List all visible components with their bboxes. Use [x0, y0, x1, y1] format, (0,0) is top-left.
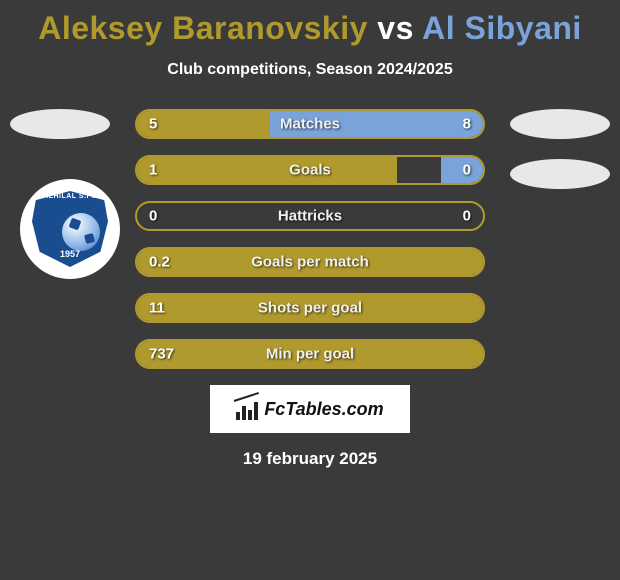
stat-value-left: 0	[149, 208, 157, 225]
stat-row: 5 8 Matches	[135, 109, 485, 139]
title-player1: Aleksey Baranovskiy	[38, 10, 368, 46]
badge-shield: ALHILAL S.FC 1957	[32, 191, 108, 267]
player1-placeholder-icon	[10, 109, 110, 139]
stat-row: 1 0 Goals	[135, 155, 485, 185]
badge-top-text: ALHILAL S.FC	[32, 193, 108, 200]
player2-placeholder-icon	[510, 109, 610, 139]
title-player2: Al Sibyani	[422, 10, 582, 46]
stat-row: 0.2 Goals per match	[135, 247, 485, 277]
stat-row: 737 Min per goal	[135, 339, 485, 369]
stat-value-right: 0	[463, 208, 471, 225]
stat-value-left: 0.2	[149, 254, 170, 271]
stat-label: Hattricks	[278, 208, 342, 225]
stat-row: 0 0 Hattricks	[135, 201, 485, 231]
footer-date: 19 february 2025	[0, 449, 620, 469]
stat-rows: 5 8 Matches 1 0 Goals 0 0 Hattricks 0.2 Goals per …	[135, 109, 485, 369]
player1-club-badge-icon: ALHILAL S.FC 1957	[20, 179, 120, 279]
stat-value-left: 737	[149, 346, 174, 363]
stat-value-left: 5	[149, 116, 157, 133]
infographic-container: Aleksey Baranovskiy vs Al Sibyani Club c…	[0, 0, 620, 580]
page-title: Aleksey Baranovskiy vs Al Sibyani	[0, 0, 620, 47]
stat-value-left: 11	[149, 300, 165, 317]
stat-value-left: 1	[149, 162, 157, 179]
subtitle: Club competitions, Season 2024/2025	[0, 61, 620, 79]
badge-outer: ALHILAL S.FC 1957	[20, 179, 120, 279]
bar-left	[137, 157, 397, 183]
barchart-icon	[236, 398, 258, 420]
stat-label: Shots per goal	[258, 300, 362, 317]
stat-value-right: 8	[463, 116, 471, 133]
title-vs: vs	[377, 10, 414, 46]
stat-label: Matches	[280, 116, 340, 133]
stat-value-right: 0	[463, 162, 471, 179]
stat-label: Goals	[289, 162, 331, 179]
stat-label: Min per goal	[266, 346, 354, 363]
badge-ball-icon	[62, 213, 100, 251]
player2-club-placeholder-icon	[510, 159, 610, 189]
badge-year: 1957	[32, 249, 108, 259]
chart-area: ALHILAL S.FC 1957 5 8 Matches 1 0 Goals 0 0 Hatt…	[0, 109, 620, 369]
footer-logo: FcTables.com	[210, 385, 410, 433]
stat-label: Goals per match	[251, 254, 369, 271]
stat-row: 11 Shots per goal	[135, 293, 485, 323]
footer-logo-text: FcTables.com	[264, 399, 383, 420]
